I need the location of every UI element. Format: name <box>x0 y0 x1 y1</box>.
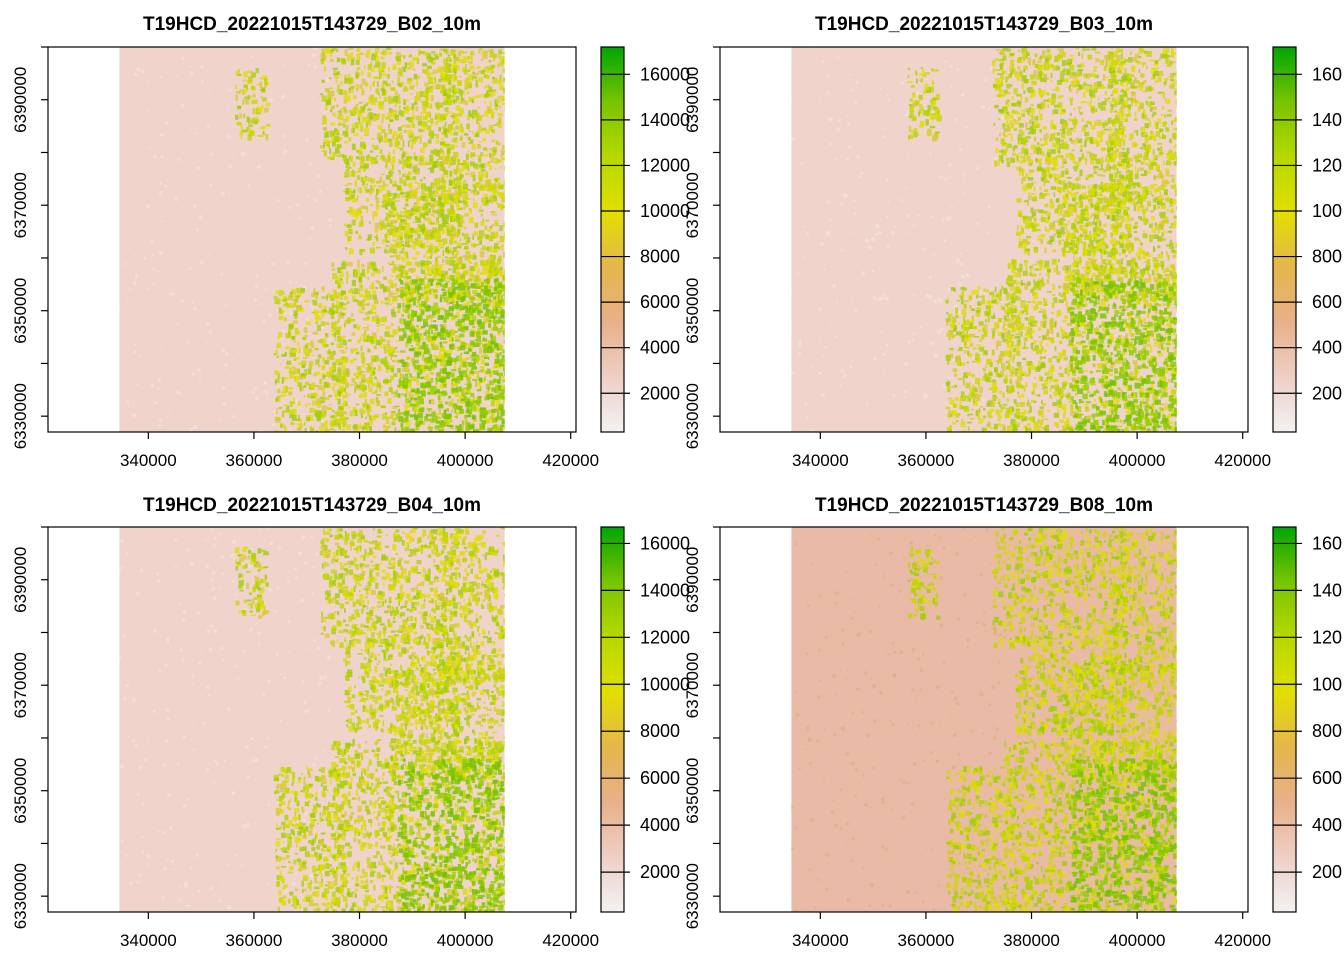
legend-tick-label: 400 <box>1312 338 1342 358</box>
y-tick-label: 6390000 <box>11 67 30 133</box>
y-tick-label: 6370000 <box>11 172 30 238</box>
raster-panel-3: T19HCD_20221015T143729_B04_10m 340000 3600… <box>11 495 690 950</box>
y-tick-label: 6370000 <box>11 652 30 718</box>
x-tick-label: 420000 <box>1214 931 1271 950</box>
legend-tick-label: 12000 <box>640 155 690 175</box>
legend-tick-label: 600 <box>1312 292 1342 312</box>
legend-tick-label: 800 <box>1312 721 1342 741</box>
y-tick-label: 6330000 <box>683 383 702 449</box>
x-tick-label: 340000 <box>120 931 177 950</box>
y-tick-label: 6370000 <box>683 652 702 718</box>
legend-bar <box>1272 46 1297 433</box>
panel-title: T19HCD_20221015T143729_B08_10m <box>815 495 1153 516</box>
legend-tick-label: 200 <box>1312 862 1342 882</box>
plot-frame <box>719 46 1249 433</box>
x-tick-label: 360000 <box>226 931 283 950</box>
legend-tick-label: 4000 <box>640 815 680 835</box>
legend-tick-label: 14000 <box>640 580 690 600</box>
legend-tick-label: 6000 <box>640 768 680 788</box>
raster-panel-1: T19HCD_20221015T143729_B02_10m 340000 3600… <box>11 14 690 470</box>
plot-frame <box>719 526 1249 913</box>
x-tick-label: 420000 <box>542 451 599 470</box>
x-tick-label: 380000 <box>331 451 388 470</box>
panel-title: T19HCD_20221015T143729_B04_10m <box>143 495 481 516</box>
legend-tick-label: 160 <box>1312 533 1342 553</box>
panel-title: T19HCD_20221015T143729_B02_10m <box>143 14 481 35</box>
x-tick-label: 400000 <box>437 931 494 950</box>
x-tick-label: 340000 <box>792 931 849 950</box>
x-tick-label: 400000 <box>1109 931 1166 950</box>
x-tick-label: 420000 <box>542 931 599 950</box>
y-tick-label: 6350000 <box>683 758 702 824</box>
legend-tick-label: 120 <box>1312 155 1342 175</box>
panel-title: T19HCD_20221015T143729_B03_10m <box>815 14 1153 35</box>
x-tick-label: 340000 <box>120 451 177 470</box>
legend-tick-label: 16000 <box>640 533 690 553</box>
x-tick-label: 340000 <box>792 451 849 470</box>
legend-tick-label: 2000 <box>640 862 680 882</box>
legend-bar <box>600 526 625 913</box>
legend-tick-label: 4000 <box>640 338 680 358</box>
raster-panel-2: T19HCD_20221015T143729_B03_10m 340000 3600… <box>683 14 1342 470</box>
x-tick-label: 360000 <box>898 451 955 470</box>
x-tick-label: 400000 <box>437 451 494 470</box>
legend-bar <box>1272 526 1297 913</box>
x-tick-label: 360000 <box>226 451 283 470</box>
color-legend: 200 400 600 800 100 120 140 160 <box>1272 46 1342 433</box>
y-tick-label: 6350000 <box>11 758 30 824</box>
legend-tick-label: 8000 <box>640 247 680 267</box>
legend-tick-label: 200 <box>1312 383 1342 403</box>
legend-tick-label: 10000 <box>640 674 690 694</box>
legend-tick-label: 120 <box>1312 627 1342 647</box>
y-tick-label: 6330000 <box>11 863 30 929</box>
raster-panel-4: T19HCD_20221015T143729_B08_10m 340000 3600… <box>683 495 1342 950</box>
x-tick-label: 380000 <box>1003 931 1060 950</box>
legend-tick-label: 140 <box>1312 580 1342 600</box>
raster-image <box>791 527 1177 912</box>
color-legend: 200 400 600 800 100 120 140 160 <box>1272 526 1342 913</box>
legend-tick-label: 16000 <box>640 64 690 84</box>
y-tick-label: 6390000 <box>683 67 702 133</box>
y-tick-label: 6390000 <box>683 547 702 613</box>
color-legend: 2000 4000 6000 8000 10000 12000 14000 16000 <box>600 46 690 433</box>
color-legend: 2000 4000 6000 8000 10000 12000 14000 16000 <box>600 526 690 913</box>
legend-bar <box>600 46 625 433</box>
legend-tick-label: 14000 <box>640 110 690 130</box>
legend-tick-label: 2000 <box>640 383 680 403</box>
legend-tick-label: 12000 <box>640 627 690 647</box>
raster-image <box>119 47 505 432</box>
legend-tick-label: 400 <box>1312 815 1342 835</box>
legend-tick-label: 800 <box>1312 247 1342 267</box>
raster-image <box>791 47 1177 432</box>
legend-tick-label: 10000 <box>640 201 690 221</box>
legend-tick-label: 6000 <box>640 292 680 312</box>
legend-tick-label: 8000 <box>640 721 680 741</box>
legend-tick-label: 140 <box>1312 110 1342 130</box>
x-tick-label: 380000 <box>1003 451 1060 470</box>
legend-tick-label: 100 <box>1312 674 1342 694</box>
x-tick-label: 380000 <box>331 931 388 950</box>
y-tick-label: 6350000 <box>683 278 702 344</box>
y-tick-label: 6330000 <box>683 863 702 929</box>
y-tick-label: 6330000 <box>11 383 30 449</box>
x-tick-label: 400000 <box>1109 451 1166 470</box>
plot-frame <box>47 526 577 913</box>
legend-tick-label: 600 <box>1312 768 1342 788</box>
plot-frame <box>47 46 577 433</box>
x-tick-label: 420000 <box>1214 451 1271 470</box>
x-tick-label: 360000 <box>898 931 955 950</box>
raster-image <box>119 527 505 912</box>
legend-tick-label: 160 <box>1312 64 1342 84</box>
y-tick-label: 6350000 <box>11 278 30 344</box>
y-tick-label: 6370000 <box>683 172 702 238</box>
y-tick-label: 6390000 <box>11 547 30 613</box>
legend-tick-label: 100 <box>1312 201 1342 221</box>
